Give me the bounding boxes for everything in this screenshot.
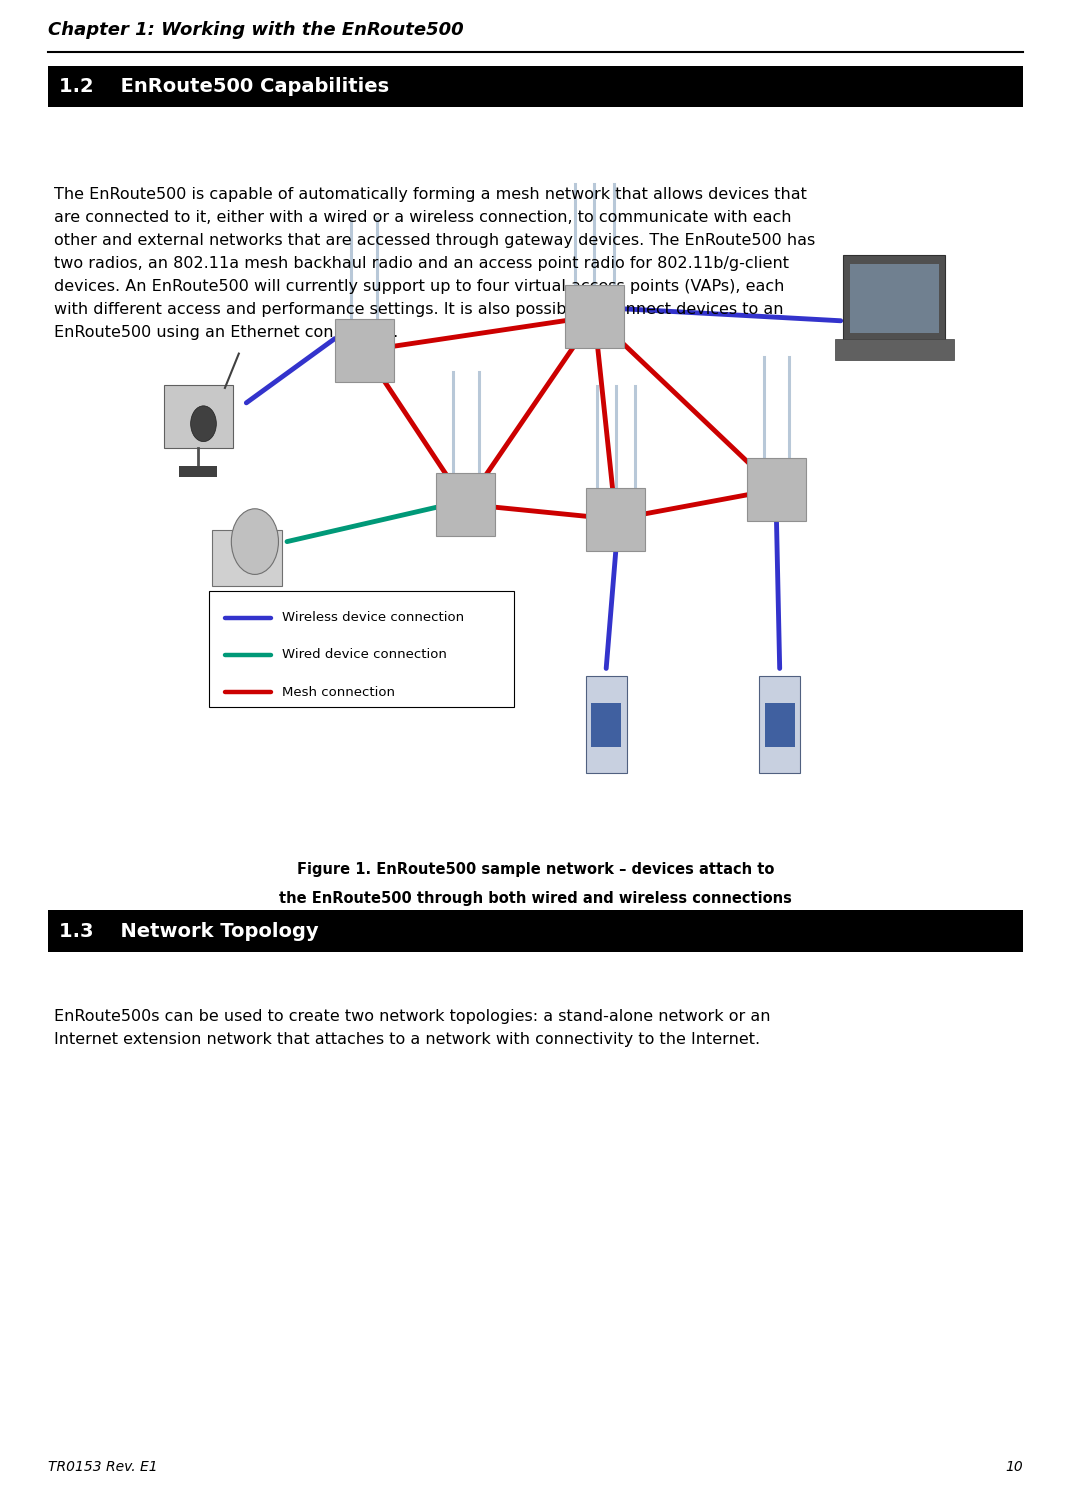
Bar: [48, 66, 1023, 107]
Text: Wireless device connection: Wireless device connection: [282, 612, 464, 624]
Text: two radios, an 802.11a mesh backhaul radio and an access point radio for 802.11b: two radios, an 802.11a mesh backhaul rad…: [54, 257, 788, 272]
Bar: [850, 264, 938, 333]
Text: 1.2    EnRoute500 Capabilities: 1.2 EnRoute500 Capabilities: [59, 78, 389, 95]
Text: Internet extension network that attaches to a network with connectivity to the I: Internet extension network that attaches…: [54, 1032, 759, 1047]
Text: EnRoute500 using an Ethernet connection.: EnRoute500 using an Ethernet connection.: [54, 325, 397, 340]
Text: Wired device connection: Wired device connection: [282, 649, 447, 661]
Bar: [212, 530, 282, 586]
Bar: [591, 703, 621, 747]
Text: EnRoute500s can be used to create two network topologies: a stand-alone network : EnRoute500s can be used to create two ne…: [54, 1009, 770, 1024]
Circle shape: [231, 509, 278, 574]
Bar: [565, 285, 624, 348]
Bar: [209, 591, 514, 707]
Bar: [835, 339, 953, 360]
Text: with different access and performance settings. It is also possible to connect d: with different access and performance se…: [54, 301, 783, 318]
Bar: [748, 458, 806, 521]
Text: TR0153 Rev. E1: TR0153 Rev. E1: [48, 1461, 157, 1474]
Text: the EnRoute500 through both wired and wireless connections: the EnRoute500 through both wired and wi…: [280, 891, 791, 906]
Bar: [48, 910, 1023, 952]
Bar: [759, 676, 800, 773]
Text: Mesh connection: Mesh connection: [282, 686, 395, 698]
Bar: [334, 319, 394, 382]
Text: 10: 10: [1005, 1461, 1023, 1474]
Text: other and external networks that are accessed through gateway devices. The EnRou: other and external networks that are acc…: [54, 233, 815, 248]
Text: devices. An EnRoute500 will currently support up to four virtual access points (: devices. An EnRoute500 will currently su…: [54, 279, 784, 294]
Bar: [586, 676, 627, 773]
Text: The EnRoute500 is capable of automatically forming a mesh network that allows de: The EnRoute500 is capable of automatical…: [54, 186, 806, 201]
Text: Chapter 1: Working with the EnRoute500: Chapter 1: Working with the EnRoute500: [48, 21, 464, 39]
Bar: [844, 255, 946, 342]
Text: are connected to it, either with a wired or a wireless connection, to communicat: are connected to it, either with a wired…: [54, 209, 791, 225]
Text: 1.3    Network Topology: 1.3 Network Topology: [59, 922, 318, 940]
Bar: [437, 473, 495, 536]
Bar: [587, 488, 645, 551]
Bar: [164, 385, 233, 448]
Bar: [179, 466, 217, 477]
Circle shape: [191, 406, 216, 442]
Bar: [765, 703, 795, 747]
Text: Figure 1. EnRoute500 sample network – devices attach to: Figure 1. EnRoute500 sample network – de…: [297, 862, 774, 877]
